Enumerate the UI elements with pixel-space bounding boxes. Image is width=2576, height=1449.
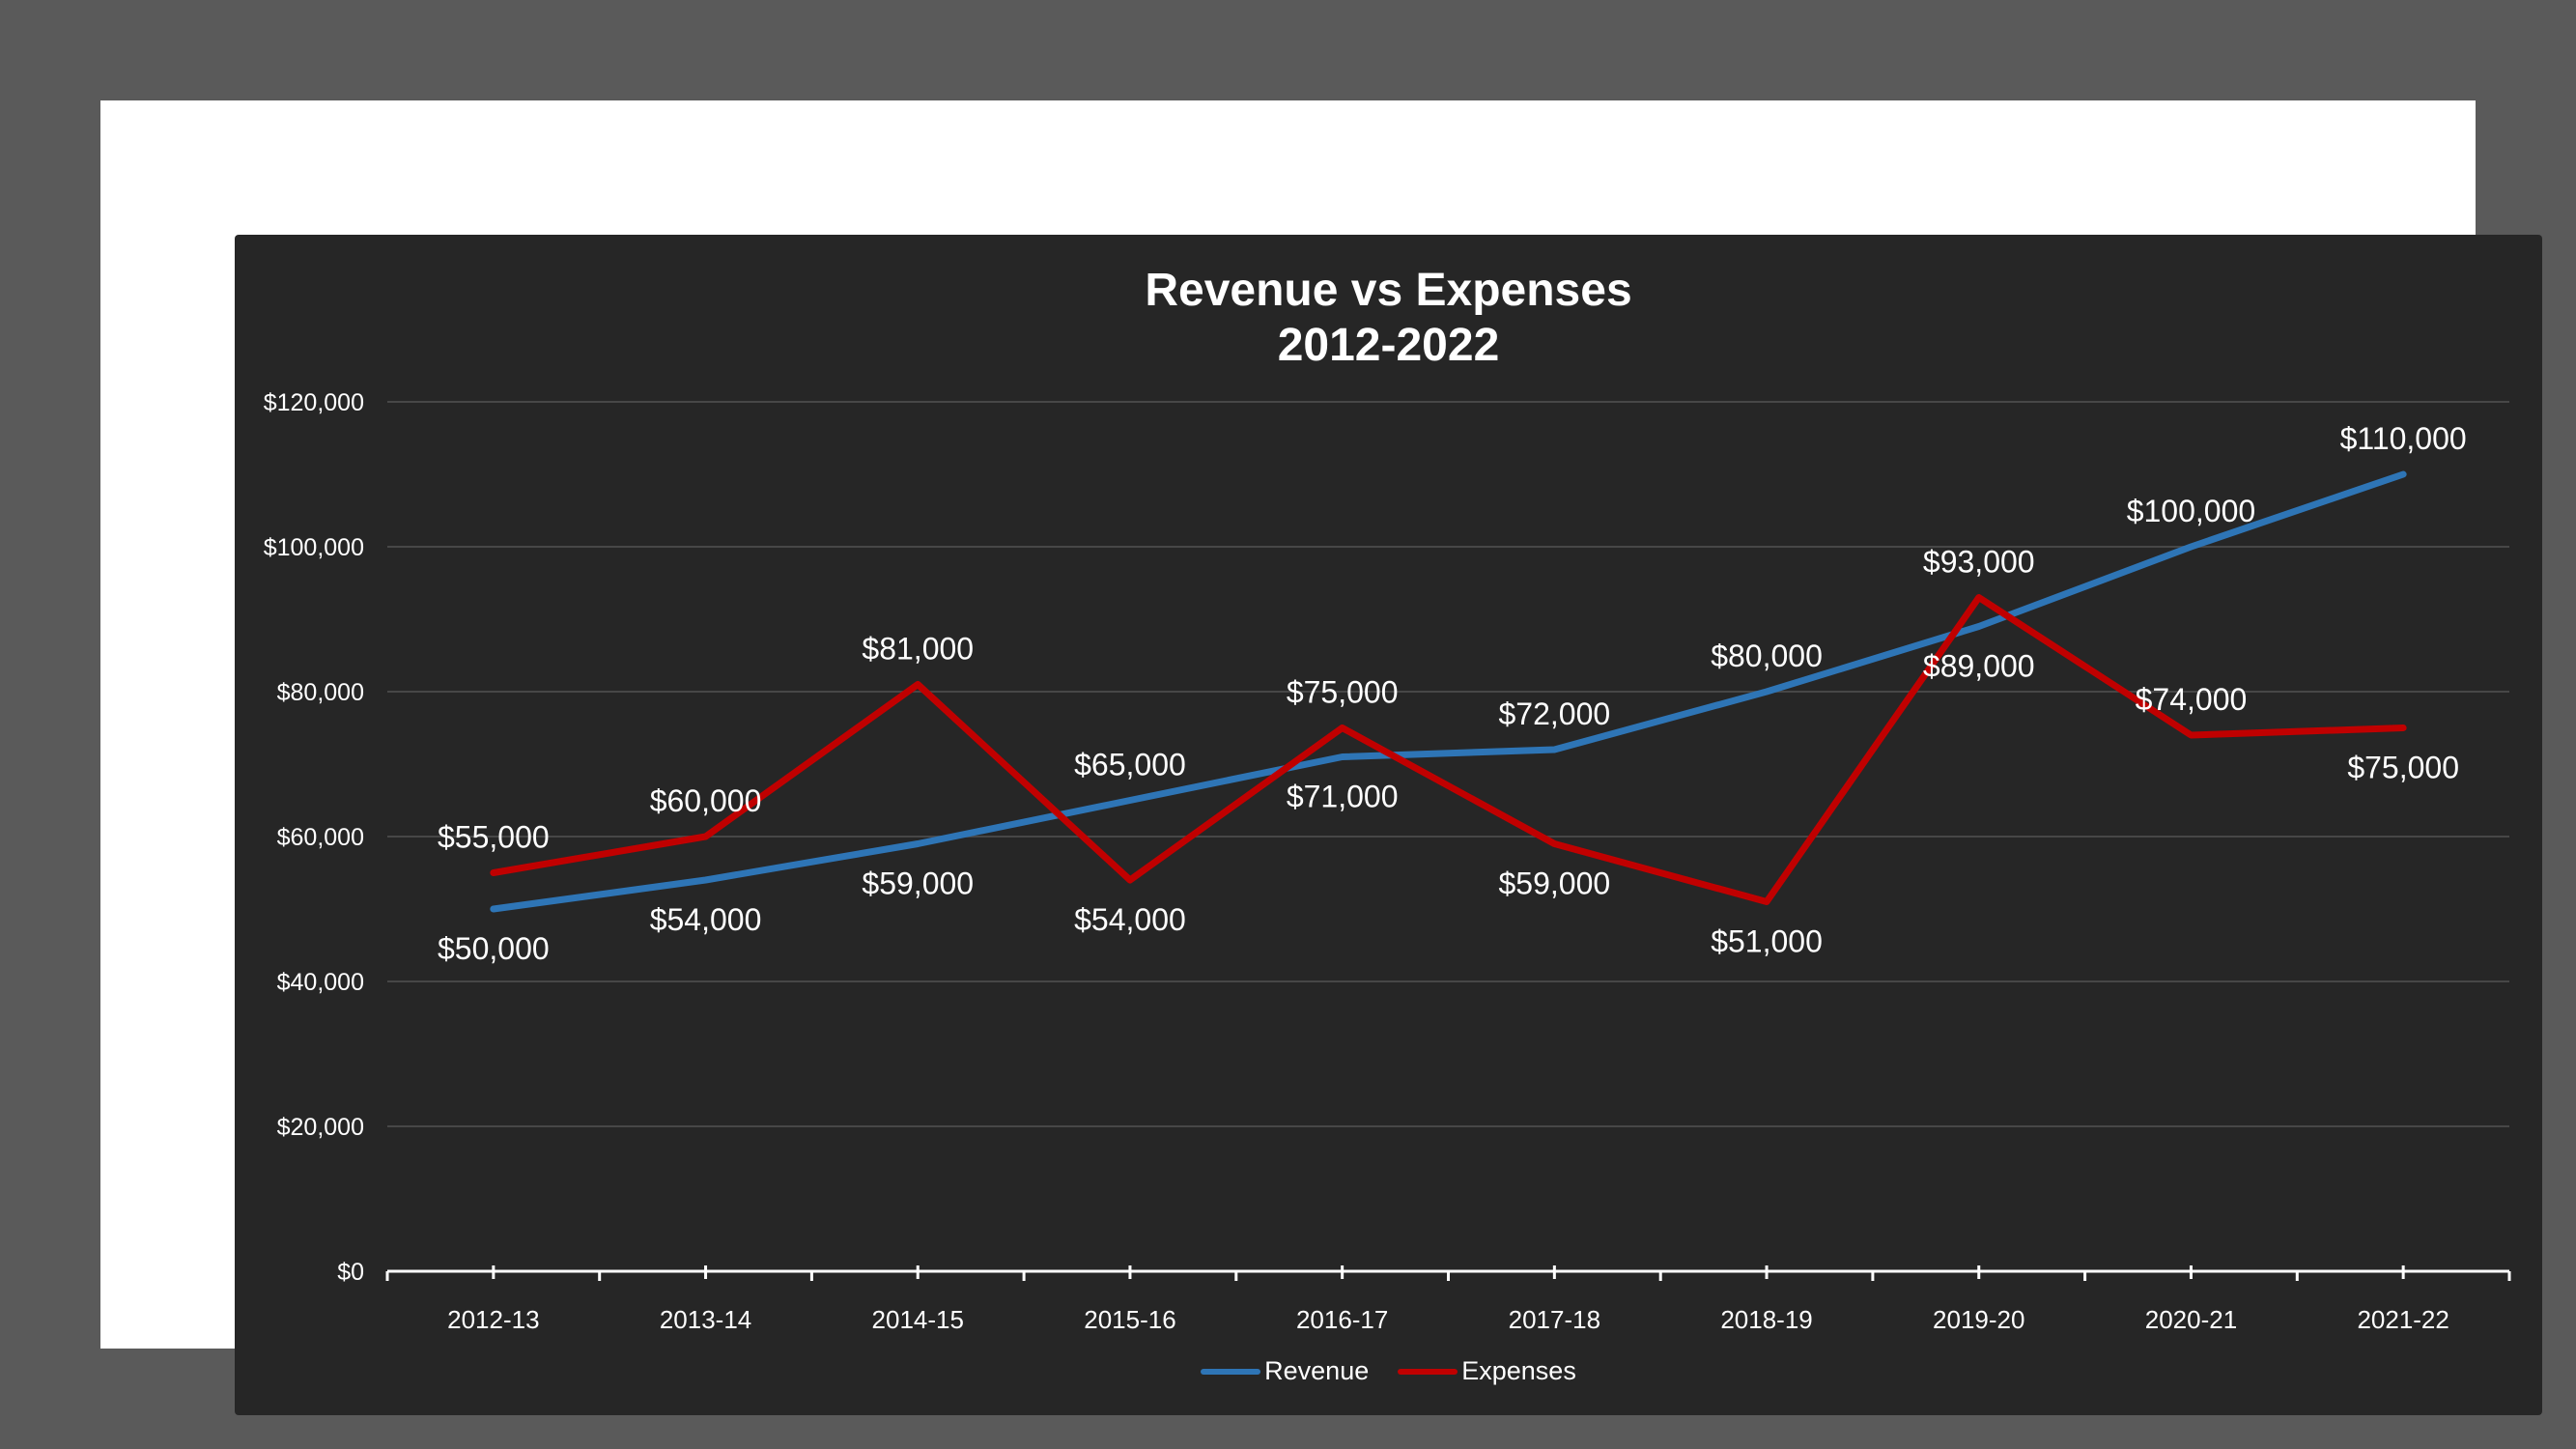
chart-legend: Revenue Expenses bbox=[235, 1356, 2542, 1386]
line-chart: $0 $20,000 $40,000 $60,000 $80,000 $100,000 $1… bbox=[264, 389, 2511, 1334]
data-label: $71,000 bbox=[1287, 780, 1399, 814]
data-label: $81,000 bbox=[862, 632, 974, 667]
data-label: $65,000 bbox=[1074, 748, 1186, 782]
legend-item-expenses: Expenses bbox=[1398, 1356, 1576, 1386]
x-tick-label: 2015-16 bbox=[1084, 1305, 1175, 1334]
data-label: $93,000 bbox=[1923, 545, 2035, 580]
chart-frame: Revenue vs Expenses 2012-2022 $0 $20,000 $… bbox=[100, 100, 2542, 1415]
legend-swatch-expenses bbox=[1398, 1368, 1458, 1375]
x-tick-label: 2013-14 bbox=[660, 1305, 751, 1334]
data-label: $75,000 bbox=[1287, 675, 1399, 710]
data-label: $59,000 bbox=[862, 867, 974, 901]
legend-item-revenue: Revenue bbox=[1201, 1356, 1369, 1386]
x-tick-label: 2012-13 bbox=[447, 1305, 539, 1334]
x-tick-label: 2018-19 bbox=[1720, 1305, 1812, 1334]
data-label: $59,000 bbox=[1499, 867, 1611, 901]
chart-area: Revenue vs Expenses 2012-2022 $0 $20,000 $… bbox=[235, 235, 2542, 1415]
legend-label-revenue: Revenue bbox=[1264, 1356, 1370, 1385]
chart-subtitle: 2012-2022 bbox=[1277, 320, 1500, 371]
y-tick-label: $80,000 bbox=[277, 679, 364, 706]
data-label: $60,000 bbox=[650, 783, 762, 818]
x-tick-label: 2014-15 bbox=[872, 1305, 964, 1334]
y-tick-label: $120,000 bbox=[264, 389, 364, 416]
x-tick-label: 2016-17 bbox=[1296, 1305, 1388, 1334]
data-label: $89,000 bbox=[1923, 649, 2035, 684]
data-label: $54,000 bbox=[650, 902, 762, 937]
data-label: $74,000 bbox=[2136, 682, 2248, 717]
data-label: $55,000 bbox=[438, 820, 550, 855]
x-tick-label: 2021-22 bbox=[2357, 1305, 2449, 1334]
data-label: $72,000 bbox=[1499, 696, 1611, 731]
data-label: $80,000 bbox=[1711, 639, 1823, 673]
data-label: $51,000 bbox=[1711, 924, 1823, 959]
data-label: $100,000 bbox=[2127, 494, 2255, 528]
x-tick-label: 2020-21 bbox=[2145, 1305, 2237, 1334]
data-label: $110,000 bbox=[2340, 421, 2467, 456]
data-label: $54,000 bbox=[1074, 902, 1186, 937]
y-tick-label: $60,000 bbox=[277, 824, 364, 851]
y-tick-label: $0 bbox=[337, 1259, 364, 1286]
data-label: $50,000 bbox=[438, 931, 550, 966]
data-label: $75,000 bbox=[2347, 751, 2459, 785]
x-tick-label: 2017-18 bbox=[1509, 1305, 1600, 1334]
series-line-revenue bbox=[490, 470, 2407, 913]
legend-label-expenses: Expenses bbox=[1461, 1356, 1576, 1385]
series-line-expenses bbox=[490, 594, 2407, 905]
y-tick-label: $20,000 bbox=[277, 1114, 364, 1141]
chart-title: Revenue vs Expenses bbox=[1145, 265, 1632, 316]
y-tick-label: $100,000 bbox=[264, 534, 364, 561]
y-tick-label: $40,000 bbox=[277, 969, 364, 996]
legend-swatch-revenue bbox=[1201, 1368, 1261, 1375]
x-tick-label: 2019-20 bbox=[1933, 1305, 2024, 1334]
